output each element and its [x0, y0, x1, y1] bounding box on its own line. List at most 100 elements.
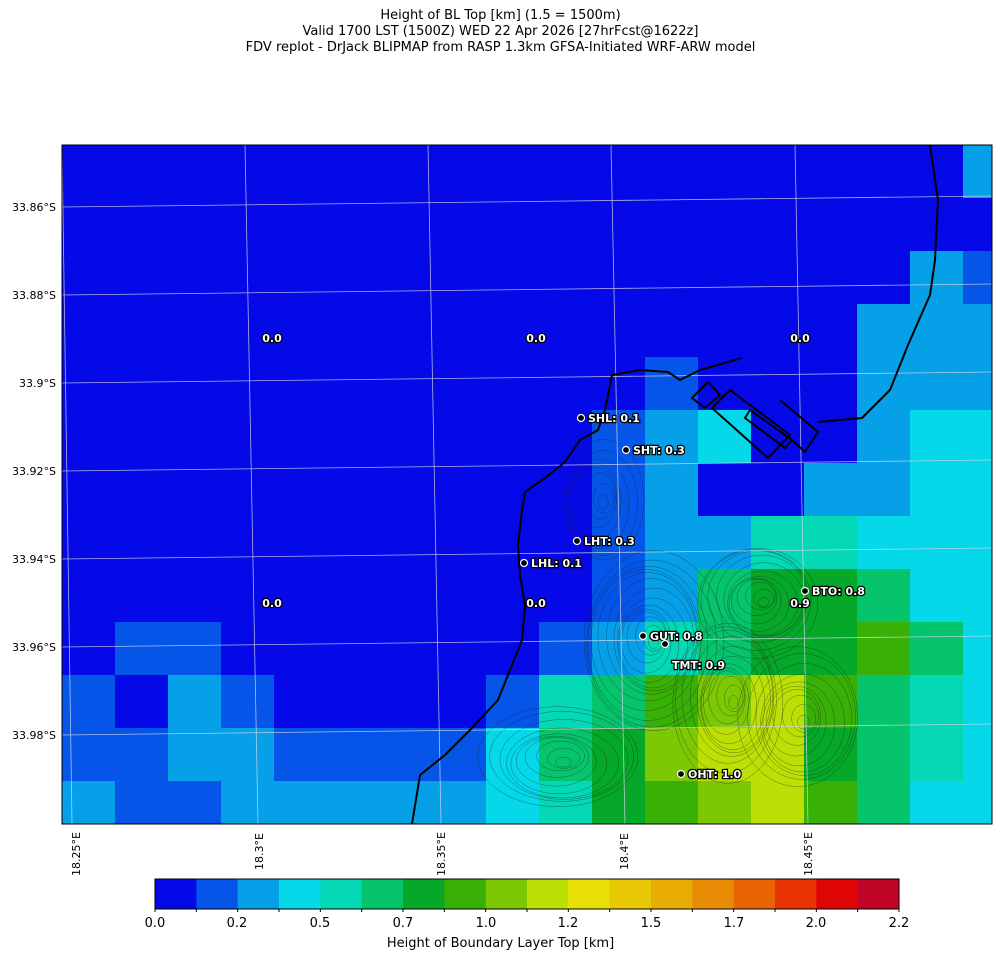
- grid-cell: [274, 622, 327, 675]
- station-marker: [800, 586, 810, 596]
- latitude-line: [61, 371, 993, 384]
- grid-cell: [62, 569, 115, 622]
- grid-cell: [592, 251, 645, 304]
- grid-cell: [274, 516, 327, 569]
- grid-cell: [751, 304, 804, 357]
- colorbar-segment: [279, 879, 321, 909]
- terrain-contours: [477, 439, 859, 807]
- grid-cell: [433, 463, 486, 516]
- grid-cell: [380, 516, 433, 569]
- contour-line: [648, 635, 659, 649]
- grid-value-label: 0.0: [790, 332, 810, 345]
- colorbar-tick: 1.7: [723, 916, 745, 931]
- grid-cell: [910, 304, 963, 357]
- contour-line: [727, 570, 798, 636]
- contour-line: [515, 735, 597, 787]
- station-marker: [621, 445, 631, 455]
- grid-cell: [751, 569, 804, 622]
- grid-cell: [963, 622, 992, 675]
- latitude-line: [61, 283, 993, 296]
- contour-line: [585, 473, 616, 519]
- contour-line: [555, 756, 572, 768]
- colorbar-tick: 1.2: [557, 916, 579, 931]
- grid-cell: [168, 357, 221, 410]
- contour-line: [700, 549, 812, 651]
- station-marker: [576, 413, 586, 423]
- grid-cell: [433, 622, 486, 675]
- grid-cell: [327, 357, 380, 410]
- contour-line: [618, 605, 680, 683]
- latitude-line: [61, 723, 993, 736]
- station-label: BTO: 0.8: [812, 585, 865, 598]
- colorbar-segment: [527, 879, 569, 909]
- station-marker: [638, 631, 648, 641]
- grid-cell: [751, 675, 804, 728]
- contour-line: [635, 616, 666, 656]
- grid-cell: [592, 622, 645, 675]
- grid-cell: [486, 463, 539, 516]
- grid-cell: [857, 145, 910, 198]
- grid-cell: [486, 675, 539, 728]
- grid-cell: [963, 357, 992, 410]
- contour-line: [747, 653, 856, 780]
- grid-cell: [963, 251, 992, 304]
- grid-cell: [486, 198, 539, 251]
- grid-cell: [433, 198, 486, 251]
- title-line-1: Height of BL Top [km] (1.5 = 1500m): [380, 8, 621, 23]
- station-label: LHT: 0.3: [584, 535, 635, 548]
- grid-cell: [857, 675, 910, 728]
- grid-cell: [168, 304, 221, 357]
- contour-line: [690, 636, 774, 757]
- grid-cell: [645, 463, 698, 516]
- grid-cell: [804, 516, 857, 569]
- coastline-west: [411, 357, 743, 825]
- grid-cell: [486, 781, 539, 824]
- grid-cell: [592, 357, 645, 410]
- grid-cell: [168, 622, 221, 675]
- grid-cell: [115, 410, 168, 463]
- grid-cell: [645, 198, 698, 251]
- grid-cell: [380, 304, 433, 357]
- grid-cell: [963, 304, 992, 357]
- lon-label-1835: 18.35°E: [435, 832, 448, 876]
- grid-cell: [327, 622, 380, 675]
- grid-cell: [698, 781, 751, 824]
- grid-cell: [380, 622, 433, 675]
- contour-line: [724, 684, 744, 712]
- grid-cell: [327, 569, 380, 622]
- grid-cell: [751, 357, 804, 410]
- grid-cell: [274, 145, 327, 198]
- contour-line: [681, 629, 774, 764]
- grid-cell: [168, 728, 221, 781]
- grid-cell: [380, 675, 433, 728]
- grid-cell: [486, 357, 539, 410]
- colorbar-tick: 0.2: [226, 916, 248, 931]
- contour-line: [489, 711, 634, 802]
- grid-cell: [592, 145, 645, 198]
- grid-cell: [698, 251, 751, 304]
- station-label: GUT: 0.8: [650, 630, 703, 643]
- contour-line: [782, 694, 819, 738]
- grid-cell: [274, 781, 327, 824]
- grid-cell: [804, 463, 857, 516]
- grid-cell: [963, 675, 992, 728]
- grid-cell: [910, 410, 963, 463]
- grid-cell: [963, 516, 992, 569]
- grid-cell: [115, 516, 168, 569]
- grid-cell: [327, 410, 380, 463]
- grid-cell: [592, 781, 645, 824]
- grid-cell: [380, 569, 433, 622]
- contour-line: [672, 623, 784, 784]
- grid-cell: [62, 251, 115, 304]
- grid-cell: [804, 675, 857, 728]
- grid-cell: [221, 463, 274, 516]
- grid-cell: [221, 781, 274, 824]
- grid-cell: [486, 622, 539, 675]
- lon-label-1845: 18.45°E: [802, 832, 815, 876]
- lat-label-3392: 33.92°S: [12, 465, 56, 478]
- colorbar-segment: [403, 879, 445, 909]
- grid-cell: [804, 569, 857, 622]
- contour-line: [730, 577, 782, 625]
- lon-label-1840: 18.4°E: [618, 833, 631, 870]
- latitude-line: [61, 635, 993, 648]
